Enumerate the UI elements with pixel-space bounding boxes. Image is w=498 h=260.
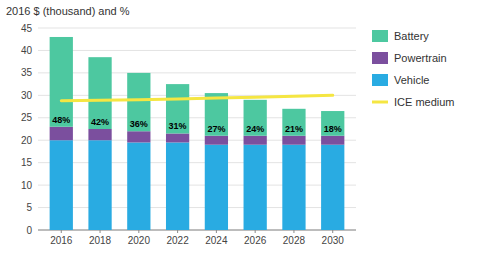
x-tick-label: 2018 bbox=[89, 235, 112, 246]
legend: Battery Powertrain Vehicle ICE medium bbox=[372, 30, 455, 108]
bar bbox=[244, 100, 267, 136]
legend-swatch bbox=[372, 30, 388, 42]
bar bbox=[50, 140, 73, 230]
annotation: 36% bbox=[130, 119, 148, 129]
x-tick-label: 2016 bbox=[50, 235, 73, 246]
legend-label: Powertrain bbox=[394, 52, 447, 64]
x-tick bbox=[100, 230, 101, 233]
bar bbox=[205, 145, 228, 230]
bar bbox=[244, 136, 267, 145]
x-tick-label: 2022 bbox=[166, 235, 189, 246]
x-tick bbox=[293, 230, 294, 233]
legend-label: Vehicle bbox=[394, 74, 429, 86]
legend-label: Battery bbox=[394, 30, 429, 42]
grid-line bbox=[38, 230, 356, 231]
y-tick-label: 10 bbox=[21, 180, 33, 191]
y-tick-label: 25 bbox=[21, 112, 33, 123]
annotation: 48% bbox=[52, 115, 70, 125]
bar bbox=[166, 142, 189, 230]
y-tick-label: 35 bbox=[21, 67, 33, 78]
bar bbox=[127, 131, 150, 142]
grid-line bbox=[38, 162, 356, 163]
bar bbox=[282, 109, 305, 136]
grid-line bbox=[38, 50, 356, 51]
x-tick-label: 2024 bbox=[205, 235, 228, 246]
bar bbox=[282, 145, 305, 230]
x-axis: 2016 2018 2020 2022 2024 2026 2028 2030 bbox=[50, 230, 344, 246]
y-tick-label: 0 bbox=[26, 225, 32, 236]
annotation: 24% bbox=[246, 124, 264, 134]
x-tick-label: 2028 bbox=[283, 235, 306, 246]
annotation: 18% bbox=[324, 124, 342, 134]
x-tick bbox=[216, 230, 217, 233]
y-tick-label: 45 bbox=[21, 23, 33, 34]
grid-line bbox=[38, 28, 356, 29]
grid-line bbox=[38, 72, 356, 73]
bar bbox=[321, 136, 344, 145]
annotations: 48% 42% 36% 31% 27% 24% 21% 18% bbox=[52, 115, 341, 134]
x-tick bbox=[332, 230, 333, 233]
bar bbox=[50, 127, 73, 140]
bar bbox=[50, 37, 73, 127]
x-tick bbox=[255, 230, 256, 233]
x-tick-label: 2030 bbox=[322, 235, 345, 246]
legend-swatch bbox=[372, 101, 388, 104]
y-axis: 0 5 10 15 20 25 30 35 40 45 bbox=[21, 23, 356, 236]
grid-line bbox=[38, 140, 356, 141]
annotation: 31% bbox=[169, 121, 187, 131]
x-tick bbox=[138, 230, 139, 233]
y-axis-label: 2016 $ (thousand) and % bbox=[6, 5, 130, 17]
bar bbox=[244, 145, 267, 230]
y-tick-label: 20 bbox=[21, 135, 33, 146]
grid-line bbox=[38, 207, 356, 208]
y-tick-label: 30 bbox=[21, 90, 33, 101]
line bbox=[61, 95, 332, 100]
bar bbox=[166, 84, 189, 133]
annotation: 42% bbox=[91, 117, 109, 127]
x-axis-line bbox=[38, 230, 356, 231]
bar bbox=[166, 133, 189, 142]
bar bbox=[88, 129, 111, 140]
grid-line bbox=[38, 117, 356, 118]
x-tick bbox=[177, 230, 178, 233]
bar bbox=[88, 140, 111, 230]
legend-swatch bbox=[372, 74, 388, 86]
bar bbox=[127, 73, 150, 131]
plot-area bbox=[50, 37, 345, 230]
y-tick-label: 15 bbox=[21, 157, 33, 168]
y-tick-label: 40 bbox=[21, 45, 33, 56]
x-tick bbox=[61, 230, 62, 233]
bar bbox=[205, 136, 228, 145]
bar bbox=[88, 57, 111, 129]
annotation: 27% bbox=[207, 124, 225, 134]
bar-series bbox=[50, 140, 345, 230]
bar bbox=[321, 145, 344, 230]
annotation: 21% bbox=[285, 124, 303, 134]
x-tick-label: 2026 bbox=[244, 235, 267, 246]
y-tick-label: 5 bbox=[26, 202, 32, 213]
legend-label: ICE medium bbox=[394, 96, 455, 108]
bar-series bbox=[50, 37, 345, 136]
bar bbox=[321, 111, 344, 136]
bar bbox=[127, 142, 150, 230]
bar bbox=[282, 136, 305, 145]
chart: 0 5 10 15 20 25 30 35 40 45 2016 $ (thousand) and … bbox=[0, 0, 498, 260]
x-tick-label: 2020 bbox=[128, 235, 151, 246]
grid-line bbox=[38, 185, 356, 186]
legend-swatch bbox=[372, 52, 388, 64]
